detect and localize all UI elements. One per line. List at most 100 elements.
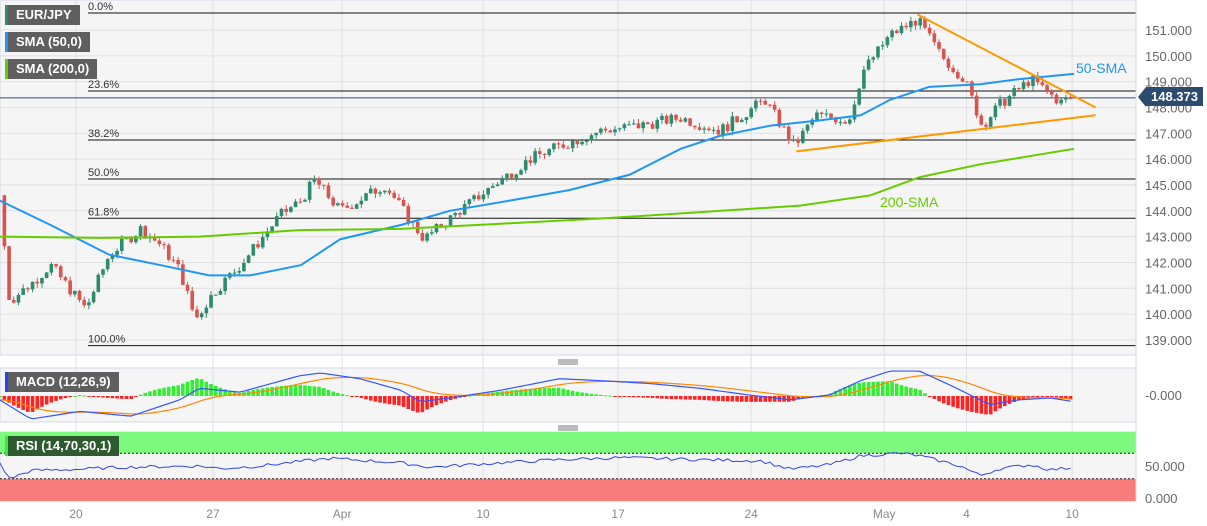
macd-histogram-bar — [575, 391, 580, 396]
y-tick-label: 139.000 — [1145, 333, 1192, 348]
macd-histogram-bar — [538, 388, 542, 396]
fib-level-label: 23.6% — [88, 79, 119, 91]
macd-histogram-bar — [166, 386, 171, 396]
macd-histogram-bar — [260, 388, 265, 396]
macd-histogram-bar — [603, 395, 608, 397]
candle-down — [195, 309, 199, 318]
sma50-legend[interactable]: SMA (50,0) — [5, 32, 90, 52]
macd-histogram-bar — [735, 396, 739, 402]
candle-down — [650, 124, 655, 129]
candle-down — [397, 197, 401, 200]
candle-down — [904, 25, 908, 28]
macd-histogram-bar — [871, 381, 876, 396]
macd-histogram-bar — [744, 396, 749, 402]
candle-down — [979, 115, 984, 125]
candle-down — [152, 237, 157, 241]
candle-down — [143, 226, 148, 239]
macd-histogram-bar — [627, 396, 631, 397]
macd-histogram-bar — [927, 396, 932, 397]
macd-histogram-bar — [580, 392, 584, 396]
candle-down — [777, 109, 782, 127]
macd-histogram-bar — [354, 396, 359, 397]
macd-histogram-bar — [467, 395, 472, 397]
macd-histogram-bar — [434, 396, 439, 406]
macd-histogram-bar — [26, 396, 30, 412]
macd-histogram-bar — [68, 396, 72, 397]
y-tick-label: 143.000 — [1145, 230, 1192, 245]
macd-histogram-bar — [1054, 396, 1059, 398]
macd-histogram-bar — [77, 394, 82, 396]
macd-histogram-bar — [660, 396, 664, 399]
macd-histogram-bar — [772, 396, 777, 402]
candle-up — [885, 37, 890, 46]
candle-up — [749, 108, 753, 118]
candle-down — [965, 81, 970, 83]
macd-histogram-bar — [105, 396, 110, 398]
candle-down — [317, 178, 321, 185]
candle-up — [988, 117, 993, 127]
sma200-legend[interactable]: SMA (200,0) — [5, 59, 98, 79]
rsi-tick-label: 0.000 — [1145, 491, 1178, 506]
macd-histogram-bar — [866, 382, 871, 396]
candle-down — [11, 299, 16, 303]
macd-histogram-bar — [373, 396, 378, 402]
candle-up — [87, 302, 91, 306]
macd-histogram-bar — [528, 388, 533, 396]
candle-up — [199, 313, 204, 318]
candle-up — [998, 99, 1002, 106]
macd-histogram-bar — [725, 396, 730, 402]
candle-down — [674, 114, 678, 120]
y-tick-label: 149.000 — [1145, 75, 1192, 90]
rsi-line — [0, 452, 1071, 479]
rsi-oversold-zone — [0, 478, 1136, 501]
macd-histogram-bar — [876, 381, 880, 396]
macd-histogram-bar — [265, 387, 270, 396]
macd-histogram-bar — [984, 396, 988, 415]
macd-histogram-bar — [298, 384, 303, 396]
macd-histogram-bar — [63, 396, 68, 399]
price-panel — [0, 0, 1137, 356]
macd-line — [0, 370, 1071, 420]
macd-histogram-bar — [631, 396, 636, 398]
candle-up — [739, 120, 744, 123]
candle-up — [866, 59, 871, 70]
candle-up — [791, 139, 796, 141]
macd-histogram-bar — [711, 396, 716, 401]
candle-down — [763, 100, 768, 105]
y-tick-label: 140.000 — [1145, 307, 1192, 322]
candle-down — [331, 197, 335, 206]
macd-histogram-bar — [838, 388, 843, 396]
macd-histogram-bar — [364, 396, 368, 400]
macd-histogram-bar — [326, 389, 331, 396]
candle-up — [721, 124, 725, 135]
rsi-overbought-zone — [0, 432, 1136, 454]
macd-histogram-bar — [157, 388, 162, 396]
macd-histogram-bar — [406, 396, 411, 410]
macd-histogram-bar — [2, 396, 7, 400]
macd-histogram-bar — [763, 396, 768, 402]
macd-histogram-bar — [307, 385, 312, 396]
macd-histogram-bar — [1002, 396, 1007, 407]
candle-up — [260, 237, 265, 248]
macd-histogram-bar — [312, 386, 317, 396]
symbol-label[interactable]: EUR/JPY — [5, 5, 80, 25]
macd-legend[interactable]: MACD (12,26,9) — [5, 372, 119, 392]
rsi-legend[interactable]: RSI (14,70,30,1) — [5, 436, 120, 456]
macd-histogram-bar — [509, 390, 514, 396]
candle-up — [500, 177, 505, 185]
candle-down — [340, 203, 345, 206]
candle-up — [838, 122, 843, 124]
macd-histogram-bar — [7, 396, 11, 403]
candle-up — [580, 141, 584, 145]
candle-up — [251, 244, 256, 256]
candle-down — [181, 264, 185, 285]
fib-level-label: 100.0% — [88, 334, 126, 346]
macd-histogram-bar — [368, 396, 373, 401]
candle-down — [298, 201, 303, 203]
candle-up — [491, 186, 495, 188]
candle-up — [589, 135, 594, 141]
macd-histogram-bar — [843, 387, 847, 396]
candle-down — [350, 207, 354, 209]
macd-histogram-bar — [561, 388, 566, 396]
